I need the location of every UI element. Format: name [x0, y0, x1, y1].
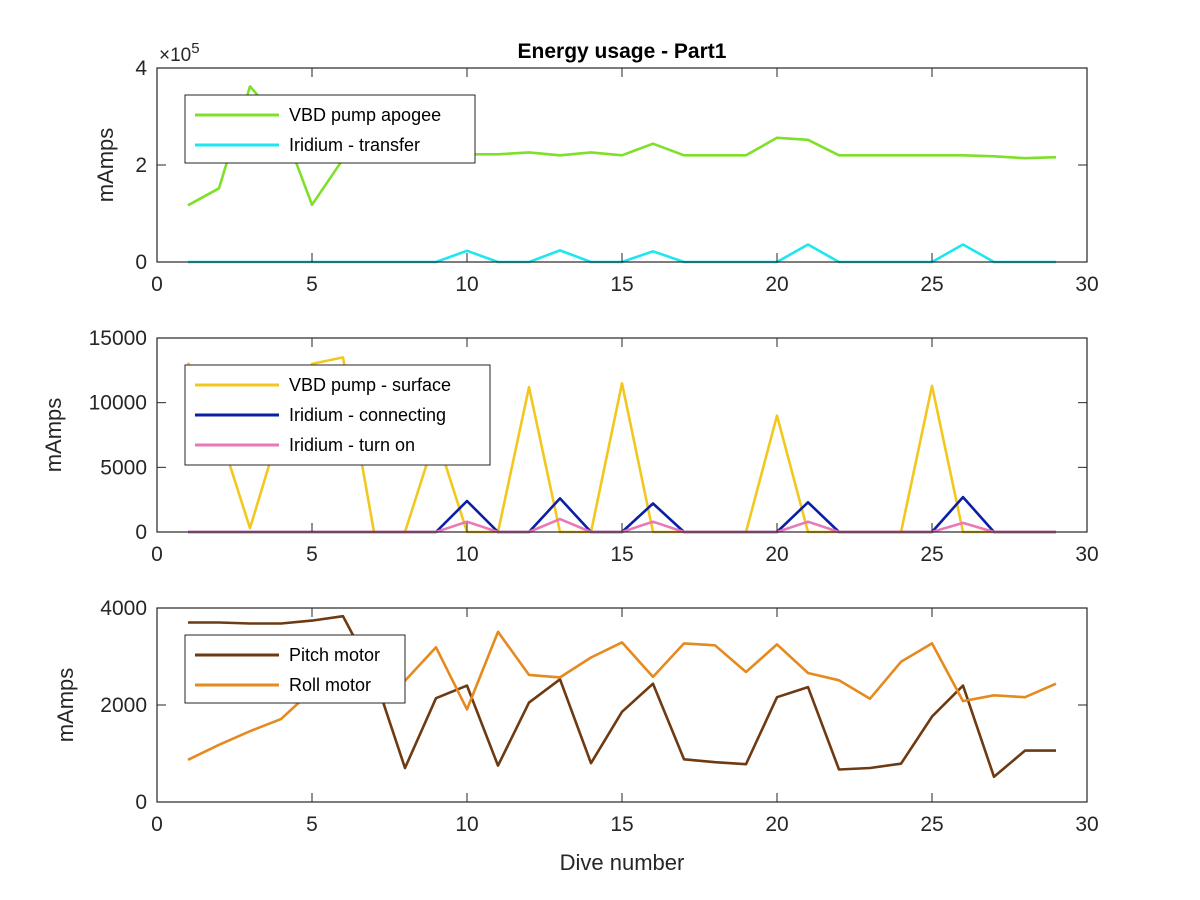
x-tick-label: 30	[1075, 813, 1098, 836]
x-tick-label: 20	[765, 273, 788, 296]
y-tick-label: 0	[135, 791, 147, 814]
x-axis-label: Dive number	[560, 850, 685, 875]
subplot-energy-bottom: 0 5 10 15 20 25 30 0 2000 4000 mAmps Dive number Pit…	[53, 597, 1099, 875]
y-axis-label: mAmps	[53, 668, 78, 743]
series-line-vbd-pump-apogee	[187, 85, 1057, 207]
legend-entry-label: Iridium - turn on	[289, 435, 415, 455]
x-tick-label: 10	[455, 273, 478, 296]
y-exponent-label: ×105	[159, 40, 200, 66]
y-tick-label: 10000	[89, 392, 147, 415]
x-tick-label: 5	[306, 813, 318, 836]
x-tick-label: 10	[455, 543, 478, 566]
x-tick-label: 15	[610, 273, 633, 296]
legend-entry-label: VBD pump apogee	[289, 105, 441, 125]
legend-box	[184, 634, 406, 704]
y-tick-label: 15000	[89, 327, 147, 350]
x-tick-label: 20	[765, 813, 788, 836]
legend-box	[184, 94, 476, 164]
x-tick-label: 25	[920, 813, 943, 836]
legend-entry-label: Iridium - connecting	[289, 405, 446, 425]
y-tick-label: 0	[135, 521, 147, 544]
x-tick-label: 25	[920, 543, 943, 566]
subplot-energy-middle: 0 5 10 15 20 25 30 0 5000 10000 15000 mAmps VBD pump…	[41, 327, 1099, 566]
y-tick-label: 4	[135, 57, 147, 80]
x-tick-label: 0	[151, 273, 163, 296]
y-tick-label: 2	[135, 154, 147, 177]
chart-title: Energy usage - Part1	[518, 40, 727, 63]
x-tick-label: 30	[1075, 543, 1098, 566]
y-axis-label: mAmps	[41, 398, 66, 473]
y-axis-label: mAmps	[93, 128, 118, 203]
x-tick-label: 0	[151, 813, 163, 836]
y-tick-label: 2000	[100, 694, 147, 717]
x-tick-label: 20	[765, 543, 788, 566]
legend-entry-label: Roll motor	[289, 675, 371, 695]
x-tick-label: 5	[306, 543, 318, 566]
x-tick-label: 5	[306, 273, 318, 296]
x-tick-label: 0	[151, 543, 163, 566]
legend-entry-label: VBD pump - surface	[289, 375, 451, 395]
subplot-energy-top: 0 5 10 15 20 25 30 0 2 4 ×105 Energy usage - Part1 m…	[93, 40, 1099, 296]
legend: VBD pump - surface Iridium - connecting Ir…	[184, 364, 491, 466]
x-tick-label: 15	[610, 813, 633, 836]
y-tick-label: 5000	[100, 456, 147, 479]
x-tick-label: 30	[1075, 273, 1098, 296]
legend-entry-label: Iridium - transfer	[289, 135, 420, 155]
x-tick-label: 15	[610, 543, 633, 566]
legend: Pitch motor Roll motor	[184, 634, 406, 704]
legend-entry-label: Pitch motor	[289, 645, 380, 665]
x-tick-label: 25	[920, 273, 943, 296]
series-line-vbd-pump-surface	[186, 356, 1056, 534]
legend: VBD pump apogee Iridium - transfer	[184, 94, 476, 164]
y-tick-label: 0	[135, 251, 147, 274]
y-tick-label: 4000	[100, 597, 147, 620]
x-tick-label: 10	[455, 813, 478, 836]
series-line-pitch-motor	[188, 614, 1056, 779]
